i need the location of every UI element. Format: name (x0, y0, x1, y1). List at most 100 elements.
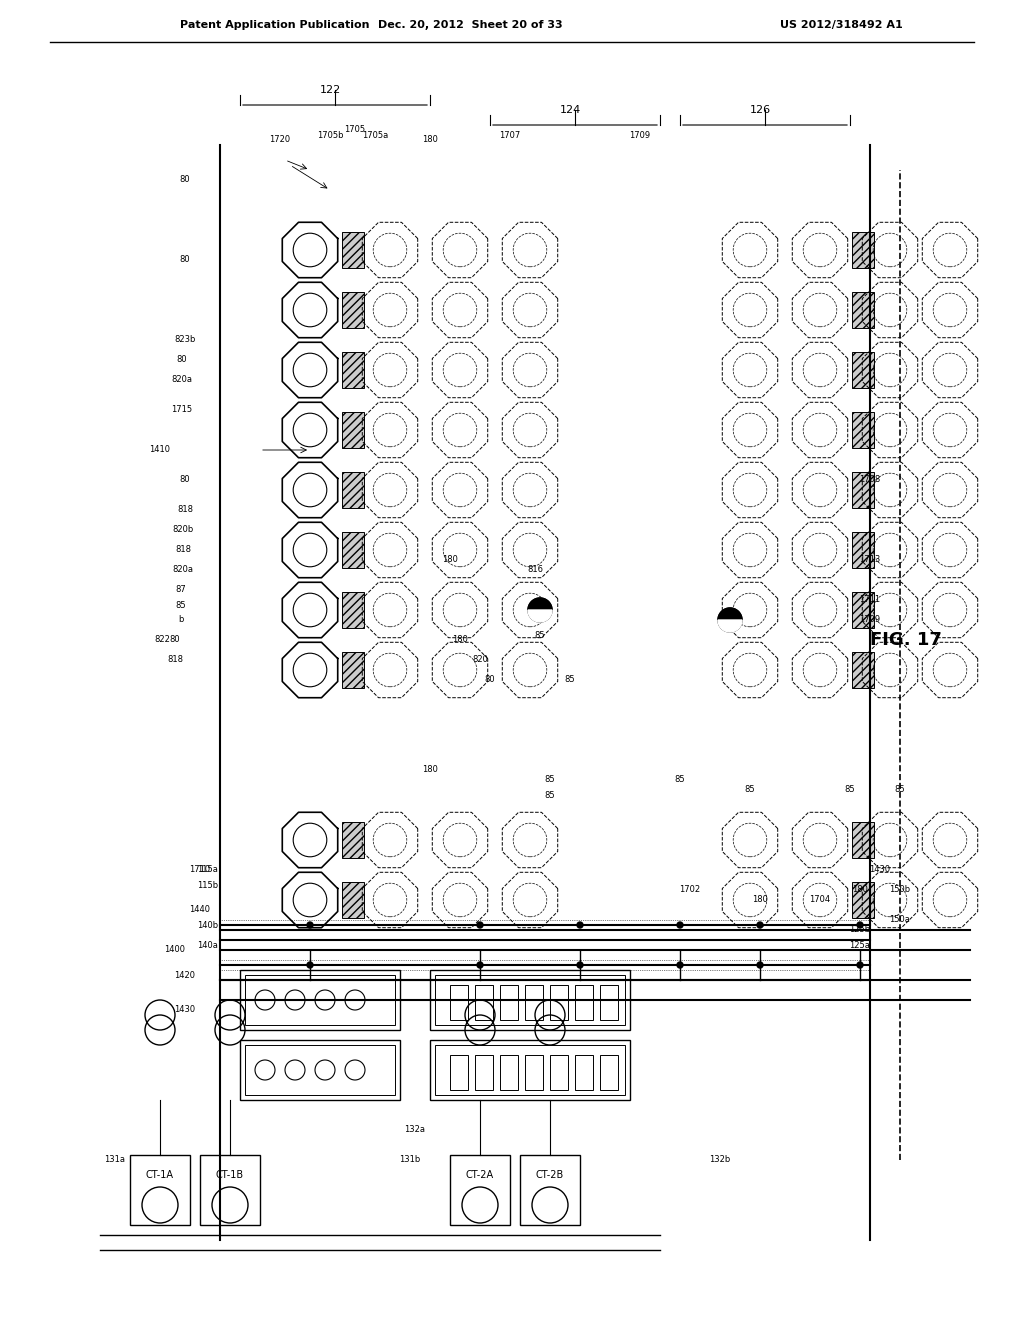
Text: CT-2A: CT-2A (466, 1170, 494, 1180)
Bar (450, 1155, 510, 1225)
Circle shape (307, 962, 313, 968)
Bar (550, 985, 568, 1020)
Text: 823b: 823b (174, 335, 196, 345)
Text: 1709: 1709 (630, 131, 650, 140)
Text: 1709: 1709 (859, 615, 881, 624)
Bar (342, 292, 364, 327)
Text: 1420: 1420 (174, 970, 196, 979)
Bar (450, 985, 468, 1020)
Text: 115a: 115a (198, 866, 218, 874)
Bar (342, 882, 364, 917)
Text: 820a: 820a (172, 565, 194, 574)
Bar (600, 985, 618, 1020)
Text: 131b: 131b (399, 1155, 421, 1164)
Text: 132b: 132b (710, 1155, 731, 1164)
Bar (342, 352, 364, 388)
Bar (500, 985, 518, 1020)
Text: 85: 85 (895, 785, 905, 795)
Text: 85: 85 (535, 615, 546, 624)
Text: US 2012/318492 A1: US 2012/318492 A1 (780, 20, 903, 30)
Bar (245, 1045, 395, 1096)
Circle shape (577, 921, 583, 928)
Text: 115b: 115b (198, 880, 218, 890)
Text: 180: 180 (422, 136, 438, 144)
Text: 180: 180 (452, 635, 468, 644)
Bar (130, 1155, 190, 1225)
Bar (852, 352, 874, 388)
Text: 1715: 1715 (171, 405, 193, 414)
Text: 150a: 150a (890, 916, 910, 924)
Text: 1440: 1440 (189, 906, 211, 915)
Text: 822: 822 (155, 635, 170, 644)
Bar (342, 822, 364, 858)
Text: Patent Application Publication: Patent Application Publication (180, 20, 370, 30)
Bar (575, 985, 593, 1020)
Bar (852, 412, 874, 447)
Text: 80: 80 (179, 256, 190, 264)
Text: 85: 85 (564, 676, 575, 685)
Text: 87: 87 (176, 586, 186, 594)
Bar (342, 591, 364, 628)
Circle shape (477, 921, 483, 928)
Bar (525, 1055, 543, 1090)
Bar (450, 1055, 468, 1090)
Circle shape (477, 962, 483, 968)
Text: 85: 85 (535, 631, 546, 639)
Circle shape (307, 921, 313, 928)
Text: 1410: 1410 (150, 446, 170, 454)
Text: 820: 820 (472, 656, 488, 664)
Polygon shape (718, 620, 742, 632)
Text: 131a: 131a (104, 1155, 126, 1164)
Text: 80: 80 (170, 635, 180, 644)
Bar (525, 985, 543, 1020)
Text: 180: 180 (422, 766, 438, 775)
Bar (342, 473, 364, 508)
Bar (430, 1040, 630, 1100)
Polygon shape (528, 610, 552, 622)
Text: 1705a: 1705a (361, 131, 388, 140)
Text: 80: 80 (179, 475, 190, 484)
Bar (435, 975, 625, 1026)
Text: 1430: 1430 (869, 866, 891, 874)
Text: 125a: 125a (850, 940, 870, 949)
Circle shape (677, 962, 683, 968)
Circle shape (857, 962, 863, 968)
Text: 132a: 132a (404, 1126, 426, 1134)
Text: 1704: 1704 (809, 895, 830, 904)
Text: 1705b: 1705b (316, 131, 343, 140)
Text: 140b: 140b (198, 920, 218, 929)
Text: b: b (178, 615, 183, 624)
Text: 140a: 140a (198, 940, 218, 949)
Text: 125b: 125b (850, 925, 870, 935)
Text: CT-1B: CT-1B (216, 1170, 244, 1180)
Bar (852, 292, 874, 327)
Text: 80: 80 (179, 176, 190, 185)
Text: 1720: 1720 (269, 136, 290, 144)
Text: 122: 122 (319, 84, 341, 95)
Text: 180: 180 (852, 886, 868, 895)
Bar (342, 532, 364, 568)
Bar (852, 652, 874, 688)
Text: 85: 85 (744, 785, 756, 795)
Text: CT-1A: CT-1A (146, 1170, 174, 1180)
Bar (852, 473, 874, 508)
Circle shape (757, 921, 763, 928)
Bar (852, 532, 874, 568)
Bar (520, 1155, 580, 1225)
Text: 85: 85 (545, 776, 555, 784)
Bar (435, 1045, 625, 1096)
Text: 820a: 820a (171, 375, 193, 384)
Bar (240, 970, 400, 1030)
Text: 124: 124 (559, 106, 581, 115)
Polygon shape (528, 598, 552, 610)
Circle shape (857, 921, 863, 928)
Text: 1707: 1707 (500, 131, 520, 140)
Bar (342, 412, 364, 447)
Text: 1713: 1713 (859, 556, 881, 565)
Bar (550, 1055, 568, 1090)
Text: 1430: 1430 (174, 1006, 196, 1015)
Text: CT-2B: CT-2B (536, 1170, 564, 1180)
Bar (240, 1040, 400, 1100)
Text: 180: 180 (752, 895, 768, 904)
Text: 818: 818 (167, 656, 183, 664)
